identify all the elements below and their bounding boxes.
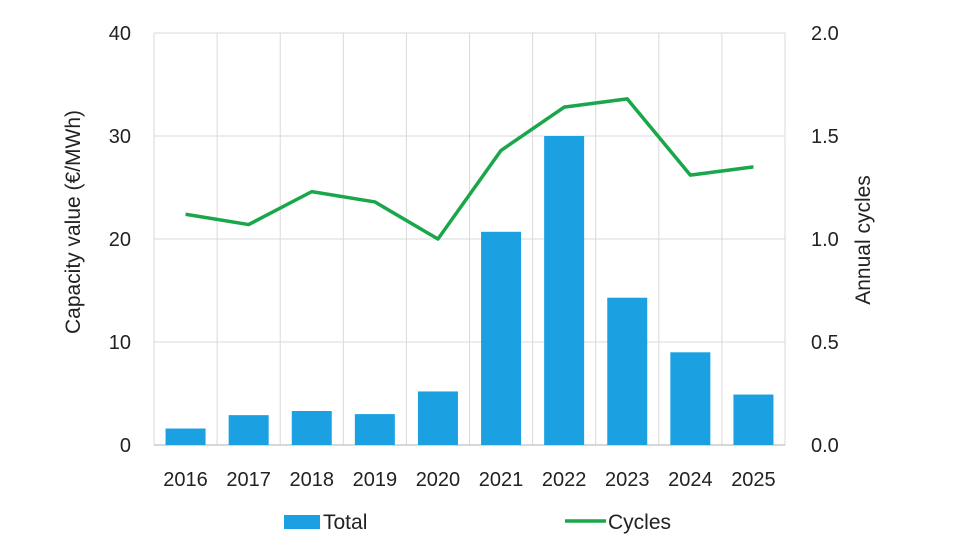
- y-right-tick-label: 0.0: [811, 435, 839, 457]
- bar-2022: [544, 136, 585, 445]
- x-tick-label: 2021: [479, 469, 524, 491]
- bar-2021: [481, 231, 522, 445]
- bar-2024: [670, 352, 711, 445]
- y-left-tick-label: 10: [109, 332, 131, 354]
- y-axis-right-title: Annual cycles: [852, 175, 875, 305]
- legend-label-total: Total: [323, 511, 367, 534]
- x-tick-label: 2025: [731, 469, 776, 491]
- y-right-tick-label: 0.5: [811, 332, 839, 354]
- x-tick-label: 2020: [416, 469, 461, 491]
- y-axis-right-ticks: 0.0 0.5 1.0 1.5 2.0: [811, 23, 839, 457]
- y-right-tick-label: 1.0: [811, 229, 839, 251]
- bar-series-total: [165, 136, 774, 445]
- bar-2019: [354, 414, 395, 445]
- y-left-tick-label: 40: [109, 23, 131, 45]
- gridlines: [153, 32, 786, 446]
- bar-2016: [165, 428, 206, 445]
- bar-2020: [417, 391, 458, 445]
- y-left-tick-label: 30: [109, 126, 131, 148]
- y-axis-left-title: Capacity value (€/MWh): [62, 110, 85, 334]
- x-tick-label: 2019: [353, 469, 398, 491]
- y-axis-left-ticks: 0 10 20 30 40: [109, 23, 131, 457]
- x-tick-label: 2024: [668, 469, 713, 491]
- legend: Total Cycles: [284, 511, 671, 534]
- y-left-tick-label: 20: [109, 229, 131, 251]
- legend-swatch-total: [284, 515, 320, 529]
- x-tick-label: 2023: [605, 469, 650, 491]
- line-series-cycles: [185, 97, 754, 241]
- bar-2017: [228, 415, 269, 445]
- y-right-tick-label: 2.0: [811, 23, 839, 45]
- x-tick-label: 2017: [226, 469, 271, 491]
- legend-label-cycles: Cycles: [608, 511, 671, 534]
- y-right-tick-label: 1.5: [811, 126, 839, 148]
- x-tick-label: 2016: [163, 469, 208, 491]
- bar-2023: [607, 297, 648, 445]
- y-left-tick-label: 0: [120, 435, 131, 457]
- bar-2018: [291, 411, 332, 445]
- x-axis-ticks: 2016 2017 2018 2019 2020 2021 2022 2023 2024 2025: [163, 469, 775, 491]
- x-tick-label: 2018: [290, 469, 335, 491]
- x-tick-label: 2022: [542, 469, 587, 491]
- cycles-line: [185, 97, 754, 241]
- bar-2025: [733, 394, 774, 445]
